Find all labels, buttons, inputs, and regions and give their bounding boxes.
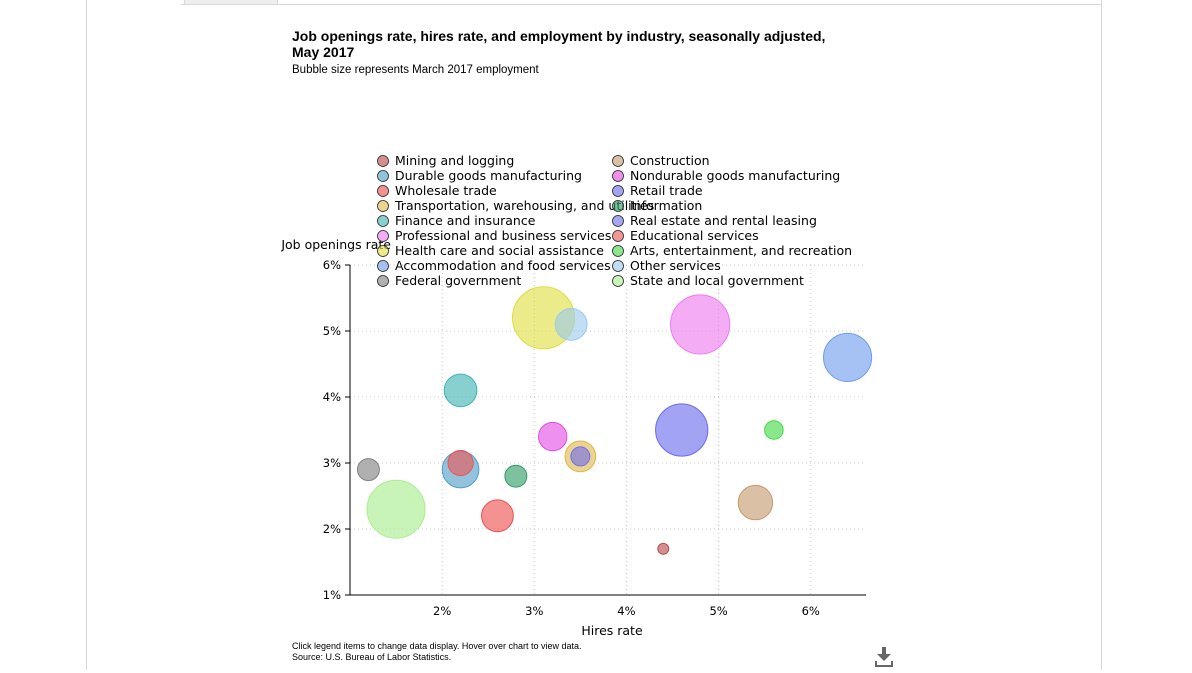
y-tick-label: 3%: [323, 456, 341, 470]
x-tick-label: 6%: [802, 604, 820, 618]
legend-item-label[interactable]: Retail trade: [630, 183, 703, 198]
download-icon: [875, 647, 893, 667]
legend-item-label[interactable]: Professional and business services: [395, 228, 611, 243]
y-tick-label: 2%: [323, 522, 341, 536]
legend-marker[interactable]: [612, 275, 624, 287]
legend-item-label[interactable]: Educational services: [630, 228, 759, 243]
legend-item-label[interactable]: Federal government: [395, 273, 521, 288]
bubble[interactable]: Mining and logging: [657, 542, 670, 555]
download-button[interactable]: [872, 644, 896, 668]
y-tick-label: 4%: [323, 390, 341, 404]
legend-item-label[interactable]: Transportation, warehousing, and utiliti…: [394, 198, 654, 213]
legend-marker[interactable]: [612, 185, 624, 197]
legend-marker[interactable]: [377, 215, 389, 227]
legend-item-label[interactable]: Nondurable goods manufacturing: [630, 168, 840, 183]
frame-left-border: [86, 0, 87, 670]
legend-marker[interactable]: [612, 200, 624, 212]
bubble[interactable]: Finance and insurance: [443, 373, 478, 408]
footer-source: Source: U.S. Bureau of Labor Statistics.: [292, 652, 452, 662]
y-tick-label: 5%: [323, 324, 341, 338]
bubble[interactable]: Construction: [737, 484, 774, 521]
bubble[interactable]: Nondurable goods manufacturing: [538, 421, 568, 452]
x-tick-label: 3%: [525, 604, 543, 618]
bubble[interactable]: Educational services: [447, 449, 474, 477]
legend-marker[interactable]: [612, 245, 624, 257]
footer-instructions: Click legend items to change data displa…: [292, 641, 582, 651]
legend-marker[interactable]: [612, 230, 624, 242]
bubble[interactable]: State and local government: [366, 479, 426, 539]
bubble[interactable]: Information: [504, 464, 528, 488]
y-label-mask: [0, 230, 281, 258]
bubble[interactable]: Other services: [554, 307, 588, 341]
legend-marker[interactable]: [377, 200, 389, 212]
x-tick-label: 5%: [709, 604, 727, 618]
chart-title: Job openings rate, hires rate, and emplo…: [292, 28, 826, 60]
legend-marker[interactable]: [612, 155, 624, 167]
y-tick-label: 6%: [323, 258, 341, 272]
frame-top-border: [181, 4, 1102, 5]
legend-marker[interactable]: [377, 260, 389, 272]
legend-item-label[interactable]: Durable goods manufacturing: [395, 168, 582, 183]
bubble[interactable]: Professional and business services: [670, 294, 731, 355]
bubble[interactable]: Accommodation and food services: [823, 332, 873, 382]
chart-footer: Click legend items to change data displa…: [292, 641, 581, 663]
legend-item-label[interactable]: Other services: [630, 258, 721, 273]
x-axis-label: Hires rate: [581, 623, 643, 638]
bubble[interactable]: Wholesale trade: [481, 499, 514, 533]
legend-marker[interactable]: [377, 230, 389, 242]
x-tick-label: 4%: [617, 604, 635, 618]
legend-item-label[interactable]: Arts, entertainment, and recreation: [630, 243, 852, 258]
legend-item-label[interactable]: Accommodation and food services: [395, 258, 611, 273]
legend-item-label[interactable]: Real estate and rental leasing: [630, 213, 817, 228]
top-tab[interactable]: [184, 0, 278, 5]
legend-marker[interactable]: [377, 185, 389, 197]
bubble[interactable]: Arts, entertainment, and recreation: [764, 420, 784, 440]
legend-marker[interactable]: [612, 215, 624, 227]
legend-item-label[interactable]: Finance and insurance: [395, 213, 536, 228]
legend-marker[interactable]: [612, 170, 624, 182]
bubble[interactable]: Federal government: [356, 458, 380, 482]
legend-item-label[interactable]: Mining and logging: [395, 153, 514, 168]
legend-item-label[interactable]: State and local government: [630, 273, 804, 288]
bubble[interactable]: Real estate and rental leasing: [570, 446, 591, 467]
y-axis-label: Job openings rate: [280, 237, 391, 252]
legend-item-label[interactable]: Information: [630, 198, 702, 213]
legend-marker[interactable]: [377, 275, 389, 287]
legend-item-label[interactable]: Wholesale trade: [395, 183, 497, 198]
legend-item-label[interactable]: Health care and social assistance: [395, 243, 604, 258]
legend-marker[interactable]: [377, 245, 389, 257]
legend-marker[interactable]: [377, 170, 389, 182]
bubble[interactable]: Retail trade: [655, 403, 709, 457]
frame-right-border: [1101, 0, 1102, 670]
x-tick-label: 2%: [433, 604, 451, 618]
chart-subtitle: Bubble size represents March 2017 employ…: [292, 64, 539, 76]
legend-marker[interactable]: [612, 260, 624, 272]
legend-item-label[interactable]: Construction: [630, 153, 710, 168]
y-tick-label: 1%: [323, 588, 341, 602]
legend-marker[interactable]: [377, 155, 389, 167]
